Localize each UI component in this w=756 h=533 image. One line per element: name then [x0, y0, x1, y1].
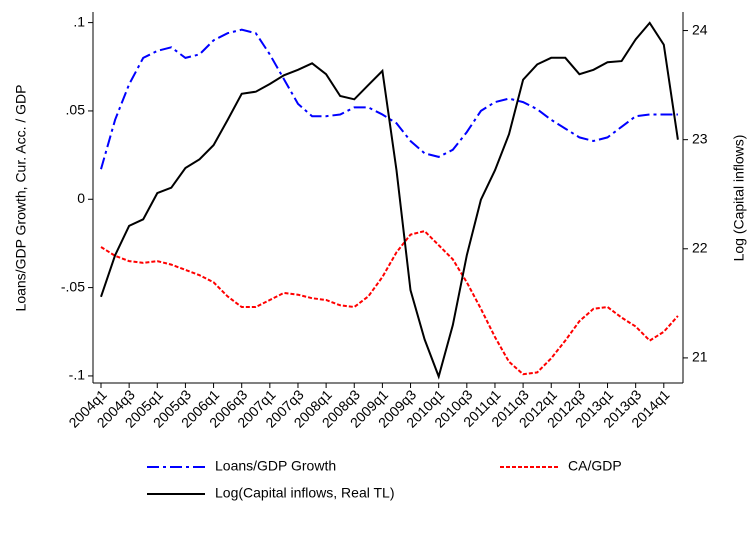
y2-tick-label: 22 [692, 239, 708, 255]
legend-label: Log(Capital inflows, Real TL) [215, 485, 395, 501]
y-tick-label: 0 [77, 190, 85, 206]
series-line [100, 229, 679, 376]
series-line [100, 21, 679, 380]
y-axis-label: Loans/GDP Growth, Cur. Acc. / GDP [13, 85, 29, 312]
y-tick-label: .05 [66, 102, 86, 118]
y2-tick-label: 23 [692, 130, 708, 146]
legend-label: Loans/GDP Growth [215, 458, 336, 474]
y-tick-label: -.1 [69, 367, 86, 383]
y2-tick-label: 24 [692, 21, 708, 37]
y2-tick-label: 21 [692, 349, 708, 365]
series-line [100, 28, 678, 170]
y-tick-label: -.05 [61, 278, 85, 294]
y-tick-label: .1 [73, 13, 85, 29]
legend-label: CA/GDP [568, 458, 622, 474]
y2-axis-label: Log (Capital inflows) [731, 135, 747, 262]
